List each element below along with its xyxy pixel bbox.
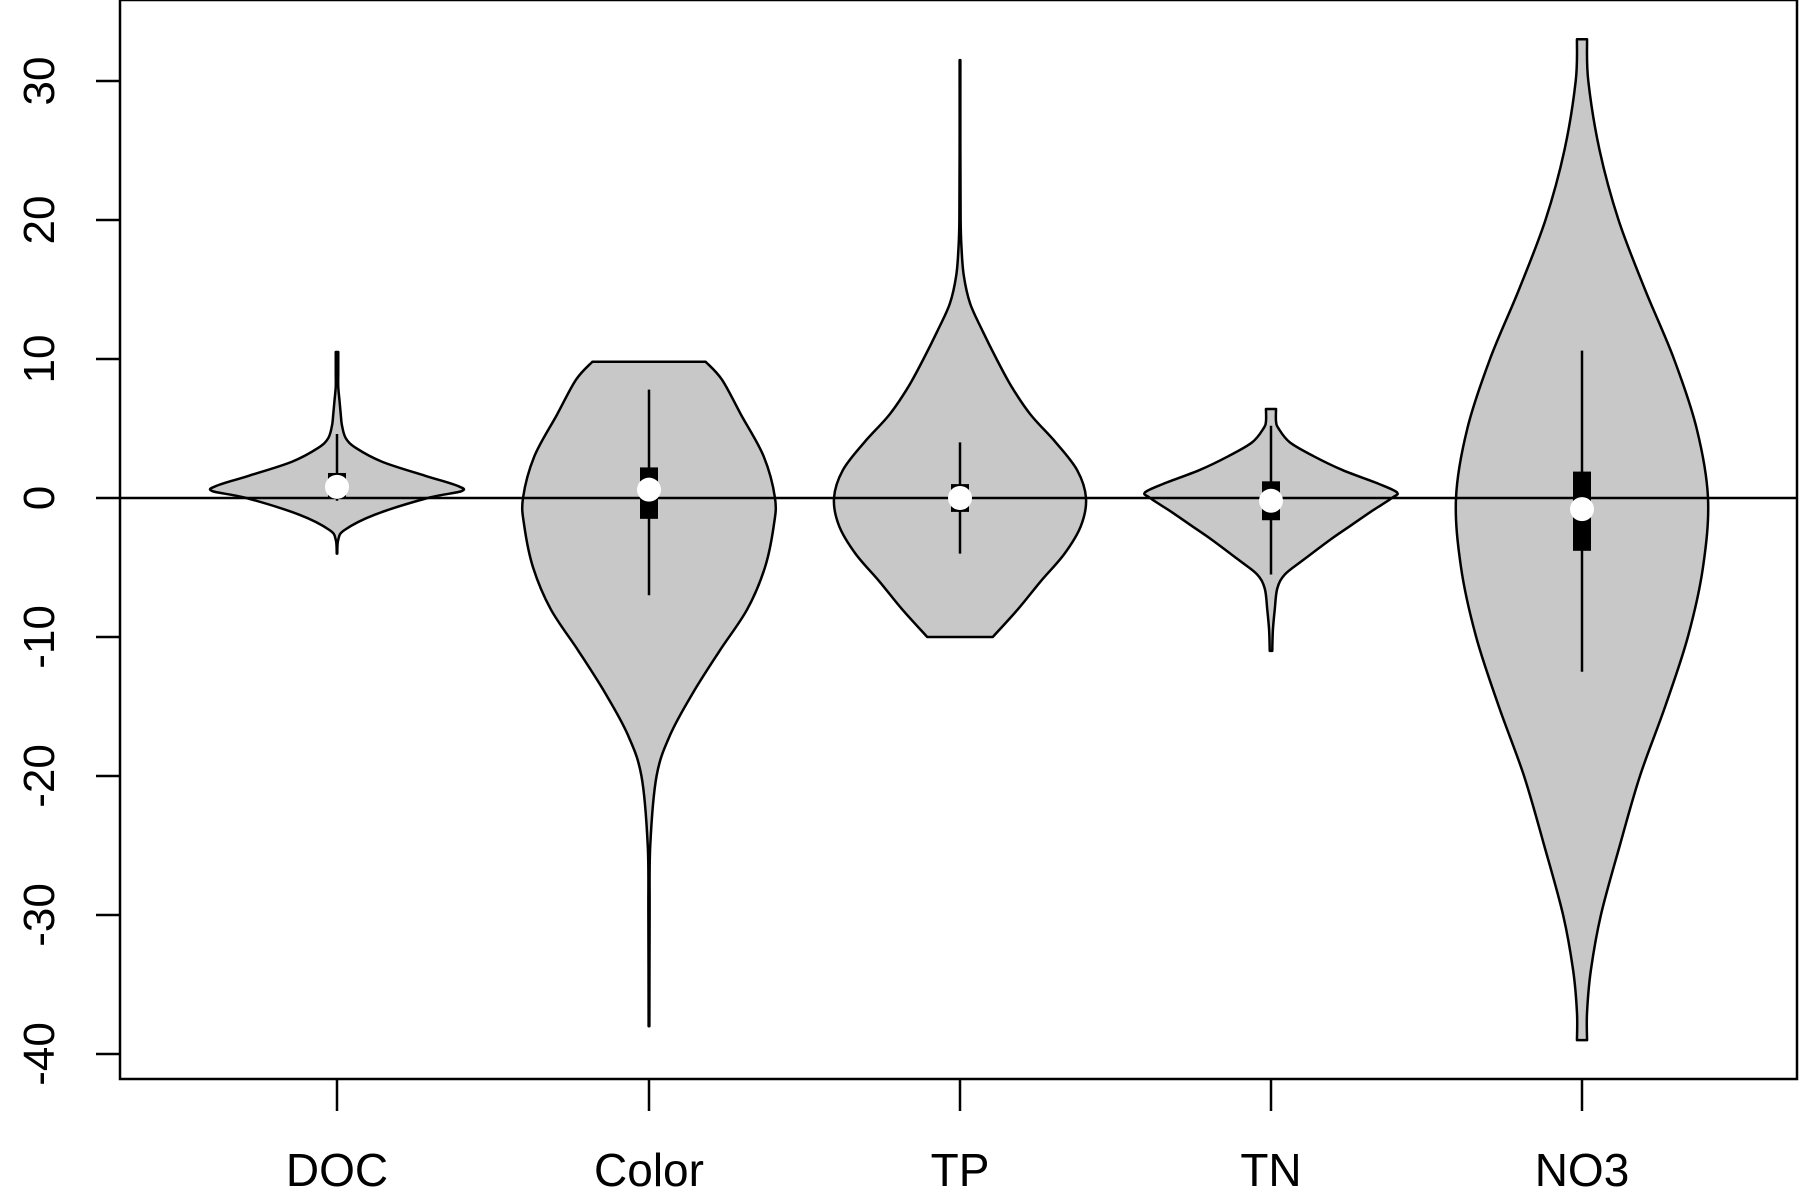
y-tick-label: -40 <box>15 1022 64 1086</box>
x-tick-label-color: Color <box>594 1144 704 1196</box>
x-tick-label-tp: TP <box>931 1144 990 1196</box>
median-point-color <box>637 477 661 502</box>
median-point-tp <box>948 486 972 510</box>
plot-frame <box>118 0 1799 1081</box>
median-point-tn <box>1259 488 1283 513</box>
median-point-doc <box>325 474 349 499</box>
y-axis: 30 20 10 0 -10 -20 -30 -40 <box>15 57 120 1086</box>
violin-color <box>520 360 778 1028</box>
y-tick-label: 10 <box>15 335 64 384</box>
x-tick-label-doc: DOC <box>286 1144 388 1196</box>
y-tick-label: 0 <box>15 486 64 510</box>
x-tick-label-no3: NO3 <box>1535 1144 1630 1196</box>
y-tick-label: -20 <box>15 744 64 808</box>
x-tick-label-tn: TN <box>1240 1144 1301 1196</box>
median-point-no3 <box>1570 497 1594 522</box>
y-tick-label: -10 <box>15 605 64 669</box>
y-tick-label: 20 <box>15 196 64 245</box>
y-tick-label: -30 <box>15 883 64 947</box>
y-tick-label: 30 <box>15 57 64 106</box>
violin-tp <box>832 58 1088 639</box>
boxplots-layer <box>325 350 1594 672</box>
x-axis: DOC Color TP TN NO3 <box>286 1079 1629 1196</box>
